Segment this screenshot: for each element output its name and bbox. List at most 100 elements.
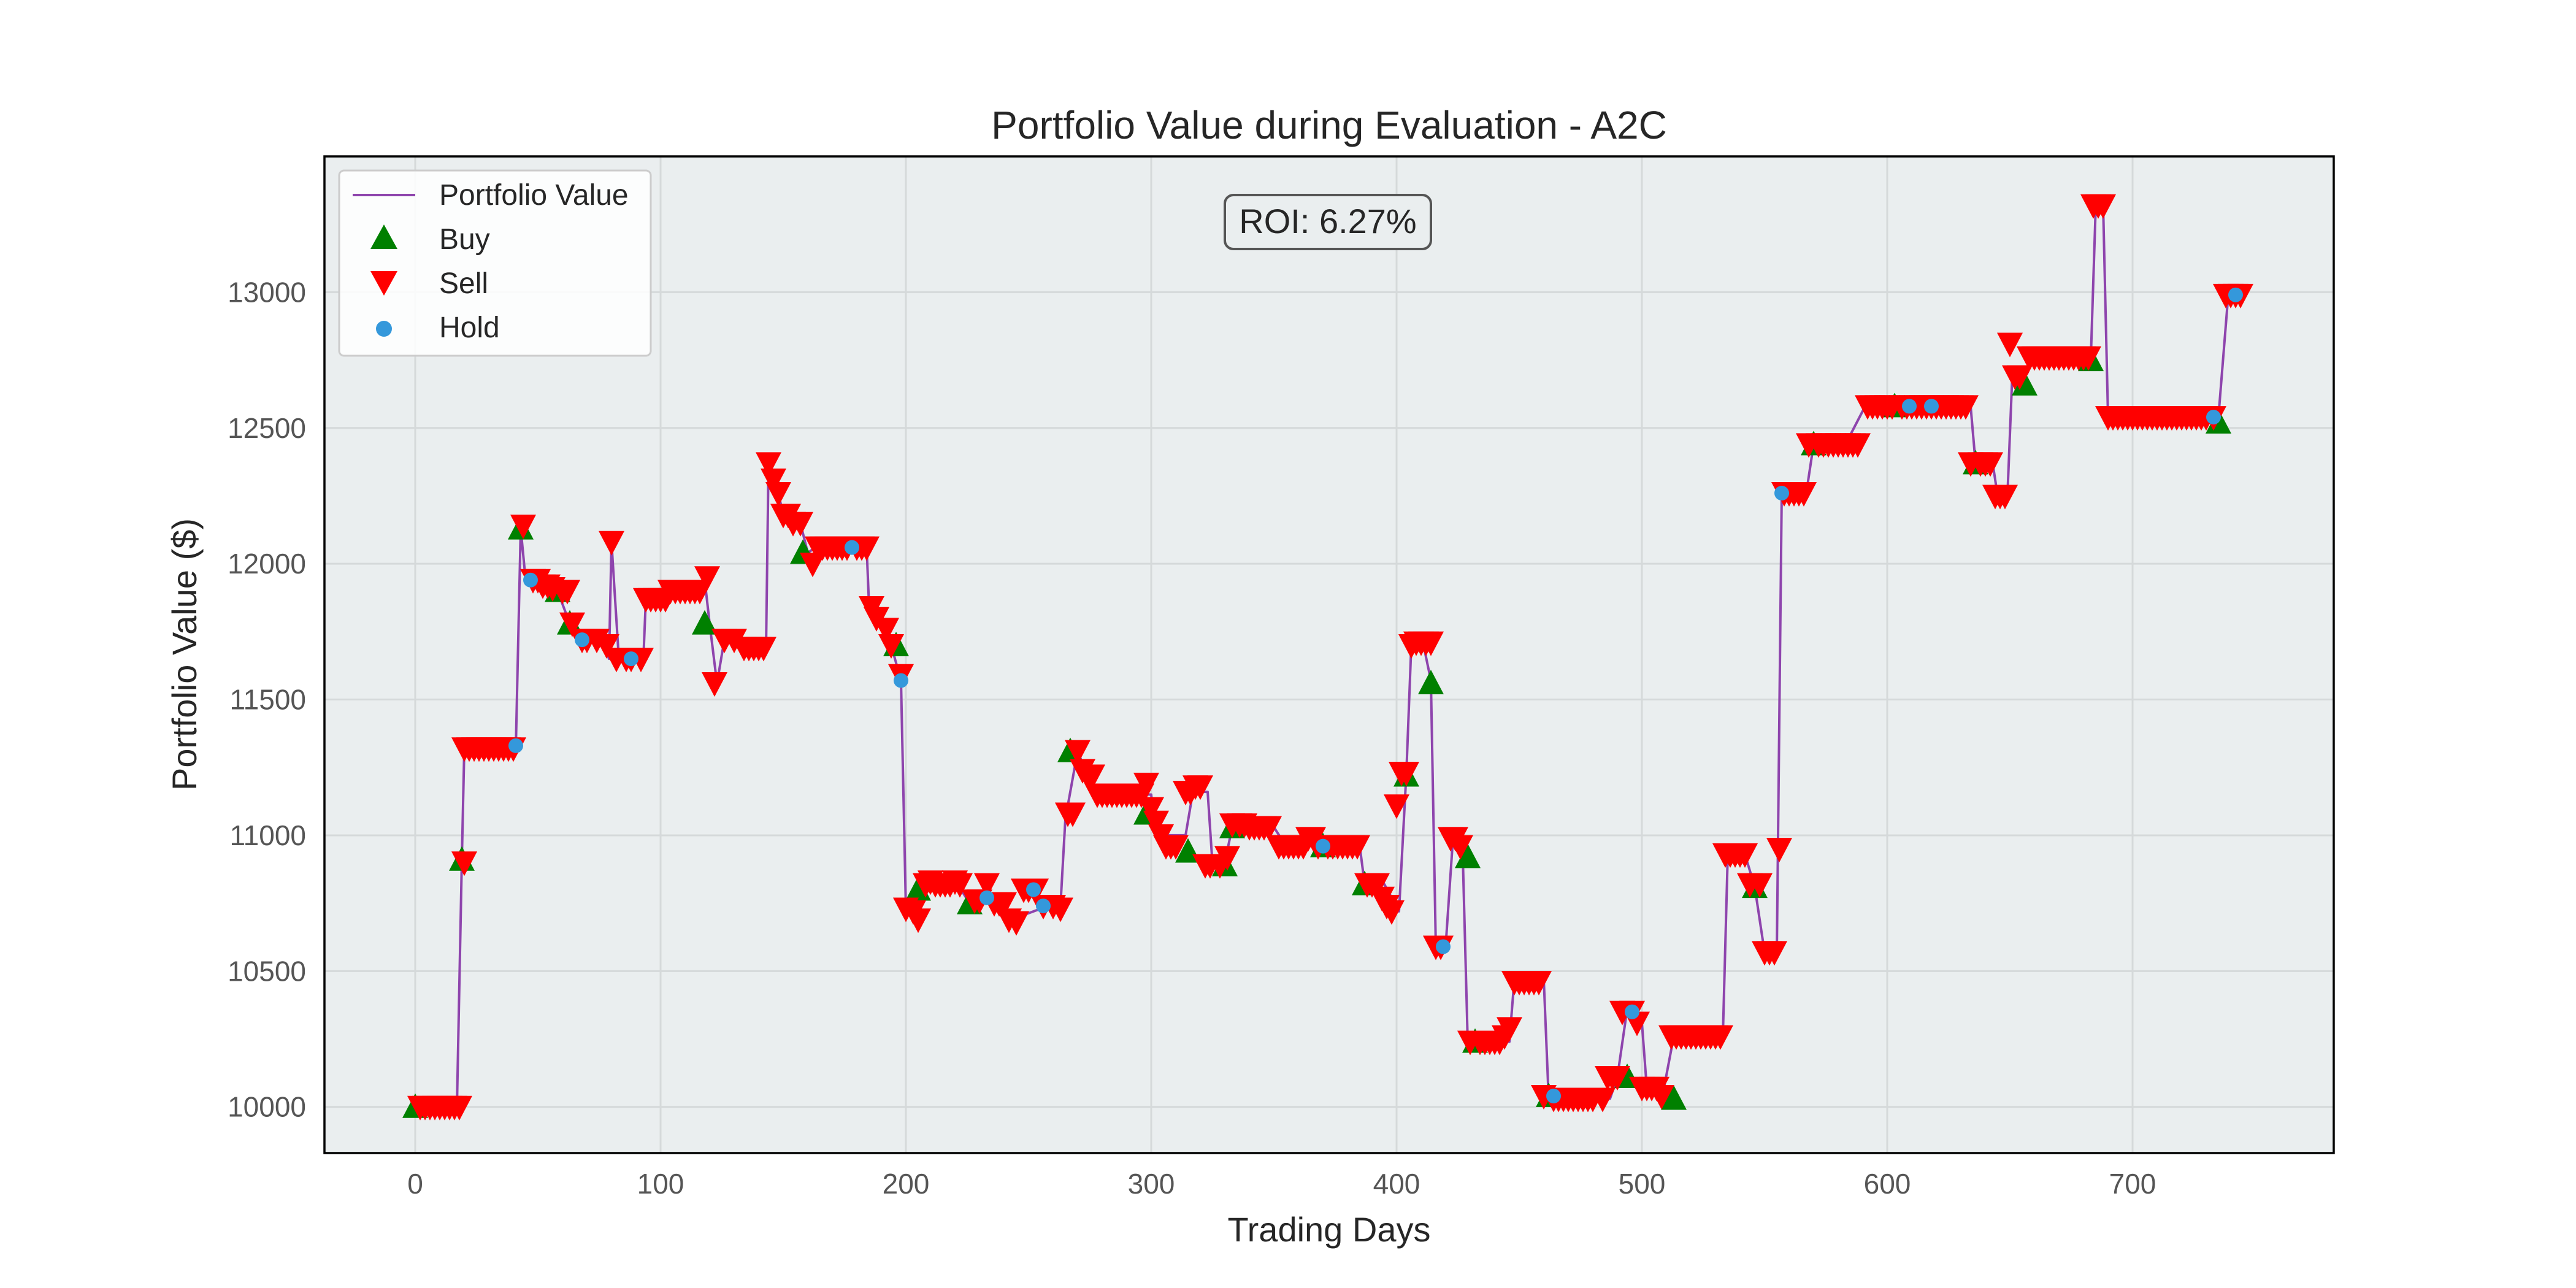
legend-hold-marker — [376, 321, 392, 337]
hold-marker — [845, 540, 859, 555]
sell-marker — [1761, 941, 1787, 966]
roi-box — [1224, 194, 1432, 250]
sell-marker — [1133, 772, 1159, 797]
buy-marker — [692, 610, 718, 635]
sell-marker — [991, 892, 1017, 917]
x-axis-label: Trading Days — [1228, 1210, 1431, 1249]
sell-marker — [1977, 452, 2003, 477]
sell-marker — [702, 672, 727, 697]
buy-marker — [2012, 370, 2037, 396]
x-tick-label: 500 — [1619, 1168, 1666, 1200]
hold-marker — [894, 673, 908, 688]
hold-marker — [1902, 399, 1917, 414]
sell-marker — [854, 536, 880, 561]
plot-frame — [323, 155, 2335, 1154]
legend-label-portfolio: Portfolio Value — [439, 179, 629, 212]
sell-marker — [1791, 482, 1817, 507]
sell-marker — [451, 851, 477, 876]
hold-marker — [2228, 287, 2243, 302]
sell-marker — [2076, 346, 2101, 371]
hold-marker — [1924, 399, 1939, 414]
x-tick-label: 0 — [407, 1168, 423, 1200]
sell-marker — [1997, 332, 2023, 358]
y-tick-label: 13000 — [228, 276, 306, 308]
legend-buy-marker — [370, 224, 397, 249]
sell-marker — [788, 512, 813, 537]
sell-marker — [1003, 911, 1029, 936]
sell-marker — [1256, 816, 1282, 841]
sell-marker — [1497, 1017, 1522, 1042]
series-group — [402, 194, 2253, 1121]
sell-marker — [800, 553, 826, 578]
sell-marker — [1649, 1085, 1674, 1110]
hold-marker — [1625, 1004, 1639, 1019]
sell-marker — [974, 873, 1000, 898]
sell-marker — [1845, 433, 1871, 458]
tick-labels: 0 100 200 300 400 500 600 700 10000 10500 11000 115… — [228, 276, 2156, 1200]
sell-marker — [761, 468, 786, 493]
sell-marker — [447, 1095, 472, 1121]
hold-marker — [979, 890, 994, 905]
sell-marker — [947, 873, 973, 898]
y-tick-label: 10000 — [228, 1091, 306, 1123]
sell-marker — [1065, 740, 1091, 765]
sell-marker — [1604, 1066, 1630, 1091]
hold-marker — [1036, 899, 1051, 914]
sell-marker — [1364, 873, 1390, 898]
sell-marker — [1418, 631, 1444, 656]
y-tick-label: 11500 — [229, 684, 306, 716]
hold-marker — [575, 632, 589, 648]
legend-label-sell: Sell — [439, 267, 488, 300]
sell-marker — [1590, 1087, 1616, 1113]
sell-marker — [1766, 838, 1792, 863]
hold-marker — [1026, 882, 1041, 897]
buy-marker — [1455, 843, 1481, 868]
hold-marker — [523, 572, 538, 588]
y-tick-label: 11000 — [229, 819, 306, 851]
sell-marker — [599, 531, 624, 556]
plot-background — [324, 156, 2334, 1153]
roi-text: ROI: 6.27% — [1239, 202, 1416, 240]
legend: Portfolio Value Buy Sell Hold — [338, 169, 652, 357]
sell-marker — [1992, 485, 2018, 510]
legend-box — [338, 169, 652, 357]
sell-marker — [1060, 802, 1086, 827]
sell-marker — [1048, 897, 1073, 922]
sell-marker — [594, 634, 619, 659]
sell-marker — [1163, 835, 1189, 860]
hold-marker — [1436, 939, 1451, 954]
y-axis-label: Portfolio Value ($) — [165, 518, 204, 791]
sell-marker — [1344, 835, 1370, 860]
sell-marker — [559, 612, 585, 637]
sell-marker — [1953, 395, 1979, 420]
sell-marker — [1747, 873, 1773, 898]
sell-marker — [1379, 900, 1405, 925]
sell-marker — [878, 634, 904, 659]
sell-marker — [694, 566, 720, 591]
legend-sell-marker — [370, 271, 397, 296]
hold-marker — [624, 651, 638, 667]
x-tick-label: 200 — [883, 1168, 930, 1200]
sell-marker — [554, 580, 580, 605]
y-tick-label: 10500 — [228, 955, 306, 987]
hold-marker — [1546, 1089, 1561, 1104]
sell-marker — [905, 908, 931, 933]
sell-marker — [1393, 762, 1419, 787]
sell-marker — [1143, 810, 1169, 835]
sell-marker — [756, 452, 781, 477]
hold-markers — [508, 287, 2243, 1104]
sell-marker — [873, 618, 899, 643]
hold-marker — [508, 738, 523, 753]
x-tick-label: 300 — [1128, 1168, 1175, 1200]
sell-marker — [1526, 971, 1552, 996]
y-tick-label: 12500 — [228, 412, 306, 444]
sell-marker — [1138, 797, 1164, 822]
sell-marker — [2090, 194, 2116, 219]
x-tick-label: 600 — [1864, 1168, 1911, 1200]
roi-annotation: ROI: 6.27% — [1224, 194, 1432, 250]
sell-marker — [751, 637, 776, 662]
x-tick-label: 400 — [1373, 1168, 1420, 1200]
sell-marker — [1447, 835, 1473, 860]
legend-label-buy: Buy — [439, 223, 490, 256]
